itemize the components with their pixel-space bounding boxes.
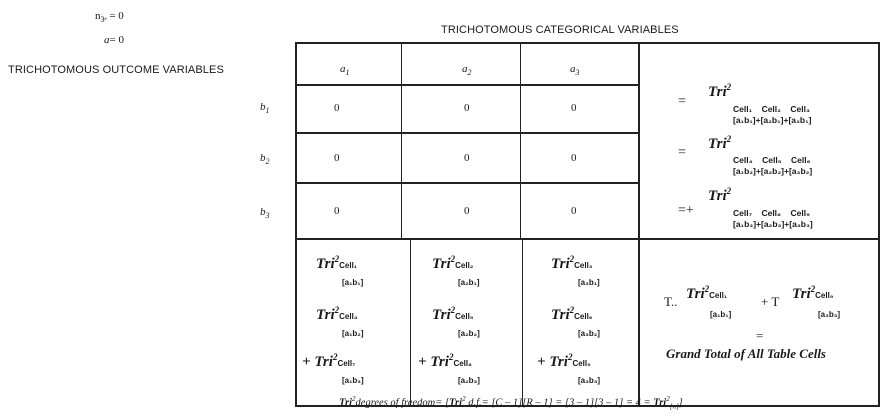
cell-label: Cell₁ [733, 104, 753, 114]
equals-sign: = [678, 145, 686, 160]
table-cell: 0 [464, 102, 470, 114]
categorical-variables-heading: TRICHOTOMOUS CATEGORICAL VARIABLES [441, 24, 679, 36]
pair-label: [a₃b₃] [578, 376, 601, 385]
tri-term: Tri2Cell₁ [316, 254, 358, 272]
n-equation: n3ᵉ = 0 [95, 10, 124, 25]
equals-sign: = [678, 94, 686, 109]
table-cell: 0 [334, 102, 340, 114]
cell-label: Cell₃ [790, 104, 810, 114]
cell-label: Cell₉ [790, 208, 810, 218]
degrees-of-freedom-formula: Tri2degrees of freedom= [Tri2 d.f.= [C –… [339, 395, 683, 411]
tri-term: Tri2Cell₂ [432, 254, 474, 272]
column-header-a1: a1 [340, 63, 350, 78]
pair-label: [a₃b₂] [788, 166, 813, 176]
tri-term: Tri2Cell₁ [686, 284, 728, 302]
outcome-variables-heading: TRICHOTOMOUS OUTCOME VARIABLES [8, 64, 224, 76]
grand-total-label: Grand Total of All Table Cells [666, 346, 826, 361]
table-cell: 0 [571, 152, 577, 164]
cell-label: Cell₈ [761, 208, 782, 218]
pair-label: [a₃b₃] [789, 219, 813, 229]
pair-label: [a₂b₃] [761, 219, 785, 229]
t-dots: T.. [664, 294, 678, 309]
pair-label: [a₁b₁] [710, 310, 732, 319]
table-cell: 0 [571, 102, 577, 114]
tri-term: Tri2Cell₉ [792, 284, 834, 302]
tri-symbol: Tri2 [708, 186, 732, 204]
pair-label: [a₁b₁] [342, 278, 364, 287]
tri-term: Tri2Cell₆ [551, 305, 593, 323]
equals-plus-sign: =+ [678, 203, 694, 218]
table-cell: 0 [334, 205, 340, 217]
row-label-b3: b3 [260, 206, 270, 221]
plus-t: + T [761, 294, 780, 309]
pair-label: [a₃b₁] [578, 278, 600, 287]
tri-term: Tri2Cell₅ [432, 305, 474, 323]
pair-label: [a₁b₃] [342, 376, 364, 385]
table-cell: 0 [571, 205, 577, 217]
cell-label: Cell₅ [762, 155, 782, 165]
cell-label: Cell₇ [733, 208, 752, 218]
pair-label: [a₁b₁] [733, 115, 756, 125]
pair-label: [a₂b₁] [760, 115, 784, 125]
equals-sign: = [756, 328, 764, 343]
table-cell: 0 [334, 152, 340, 164]
cell-label: Cell₄ [733, 155, 753, 165]
pair-label: [a₂b₂] [458, 329, 480, 338]
pair-label: [a₂b₂] [760, 166, 784, 176]
pair-label: [a₃b₃] [818, 310, 841, 319]
pair-label: [a₂b₃] [458, 376, 480, 385]
tri-term: Tri2Cell₄ [316, 305, 358, 323]
a-equation: a= 0 [104, 34, 124, 46]
pair-label: [a₁b₂] [733, 166, 756, 176]
tri-term: + Tri2Cell₈ [418, 352, 472, 370]
row-label-b1: b1 [260, 101, 270, 116]
tri-symbol: Tri2 [708, 82, 732, 100]
column-header-a2: a2 [462, 63, 472, 78]
tri-term: + Tri2Cell₇ [302, 352, 356, 370]
pair-label: [a₁b₃] [733, 219, 757, 229]
table-cell: 0 [464, 205, 470, 217]
pair-label: [a₂b₁] [458, 278, 480, 287]
tri-symbol: Tri2 [708, 134, 732, 152]
row-label-b2: b2 [260, 152, 270, 167]
pair-label: [a₃b₂] [578, 329, 600, 338]
column-header-a3: a3 [570, 63, 580, 78]
cell-label: Cell₆ [791, 155, 811, 165]
cell-label: Cell₂ [761, 104, 781, 114]
table-cell: 0 [464, 152, 470, 164]
tri-term: Tri2Cell₃ [551, 254, 593, 272]
pair-label: [a₃b₁] [788, 115, 812, 125]
tri-term: + Tri2Cell₉ [537, 352, 591, 370]
pair-label: [a₁b₂] [342, 329, 364, 338]
